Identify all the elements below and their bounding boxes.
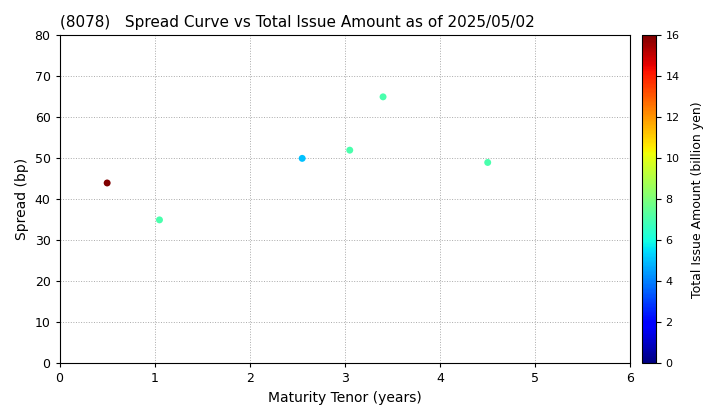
Point [297, 155, 308, 162]
Point [102, 180, 113, 186]
Point [377, 94, 389, 100]
Y-axis label: Spread (bp): Spread (bp) [15, 158, 29, 240]
Text: (8078)   Spread Curve vs Total Issue Amount as of 2025/05/02: (8078) Spread Curve vs Total Issue Amoun… [60, 15, 534, 30]
Point [482, 159, 493, 166]
X-axis label: Maturity Tenor (years): Maturity Tenor (years) [268, 391, 422, 405]
Point [153, 217, 165, 223]
Point [344, 147, 356, 154]
Y-axis label: Total Issue Amount (billion yen): Total Issue Amount (billion yen) [690, 101, 703, 298]
